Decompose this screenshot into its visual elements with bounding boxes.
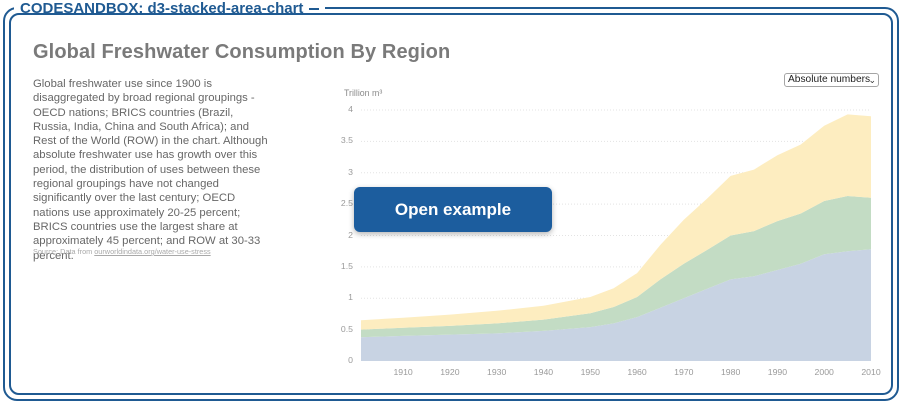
y-tick-label: 2.5 [340,198,353,209]
y-tick-label: 3 [348,166,353,177]
area-series [361,114,871,361]
x-tick-label: 1930 [487,367,507,377]
x-tick-label: 1980 [720,367,741,377]
y-tick-label: 3.5 [340,135,353,146]
x-tick-label: 1920 [440,367,460,377]
area-row [361,114,871,330]
open-example-button[interactable]: Open example [354,187,552,232]
y-axis-label: Trillion m³ [344,88,383,98]
chevron-down-icon: ⌄ [868,75,876,85]
stacked-area-chart [361,109,871,361]
mode-select[interactable]: Absolute numbers ⌄ [784,73,879,87]
chart-description: Global freshwater use since 1900 is disa… [33,78,268,262]
mode-select-value: Absolute numbers [788,74,871,85]
area-oecd [361,249,871,361]
sandbox-label-text: CODESANDBOX: d3-stacked-area-chart [20,0,304,17]
x-tick-label: 1970 [674,367,694,377]
x-tick-label: 1950 [580,367,600,377]
y-tick-label: 4 [348,104,353,114]
chart-title: Global Freshwater Consumption By Region [33,41,451,63]
area-brics [361,196,871,338]
source-link[interactable]: ourworldindata.org/water-use-stress [94,247,211,256]
x-tick-label: 1940 [533,367,554,377]
sandbox-frame-outer [3,7,899,401]
source-note: Source: Data from ourworldindata.org/wat… [33,247,211,256]
y-tick-label: 1.5 [340,260,353,271]
y-tick-label: 0 [348,355,353,365]
label-rule [309,8,320,11]
x-tick-label: 2010 [861,367,881,377]
y-tick-label: 2 [348,229,353,240]
source-prefix: Source: Data from [33,247,95,256]
x-tick-label: 1960 [627,367,647,377]
x-tick-label: 2000 [814,367,834,377]
sandbox-frame-inner: Global Freshwater Consumption By Region … [9,13,893,395]
y-tick-label: 0.5 [340,323,353,334]
x-tick-label: 1990 [767,367,788,377]
x-tick-label: 1910 [393,367,413,377]
y-tick-label: 1 [348,292,353,303]
